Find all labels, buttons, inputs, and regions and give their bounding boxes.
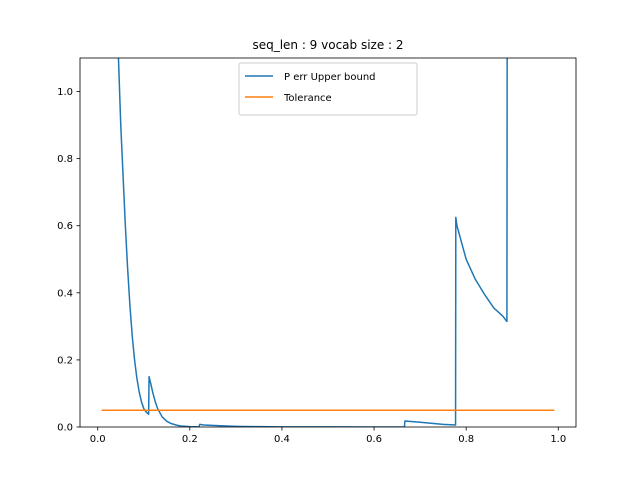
x-axis: 0.0 0.2 0.4 0.6 0.8 1.0 <box>90 427 566 445</box>
legend-label-1: Tolerance <box>283 93 332 104</box>
y-tick-label: 0.4 <box>57 288 73 299</box>
x-tick-label: 0.6 <box>366 434 382 445</box>
y-axis: 0.0 0.2 0.4 0.6 0.8 1.0 <box>57 87 80 434</box>
x-tick-label: 0.4 <box>274 434 290 445</box>
plot-frame <box>79 57 577 428</box>
y-tick-label: 1.0 <box>57 87 73 98</box>
y-tick-label: 0.0 <box>57 423 73 434</box>
y-tick-label: 0.6 <box>57 221 73 232</box>
chart-title: seq_len : 9 vocab size : 2 <box>252 38 403 52</box>
legend-label-0: P err Upper bound <box>284 72 376 83</box>
x-tick-label: 0.2 <box>182 434 198 445</box>
x-tick-label: 1.0 <box>550 434 566 445</box>
legend: P err Upper bound Tolerance <box>238 62 418 116</box>
x-tick-label: 0.8 <box>458 434 474 445</box>
y-tick-label: 0.2 <box>57 355 73 366</box>
x-tick-label: 0.0 <box>90 434 106 445</box>
y-tick-label: 0.8 <box>57 154 73 165</box>
legend-box <box>238 62 418 116</box>
